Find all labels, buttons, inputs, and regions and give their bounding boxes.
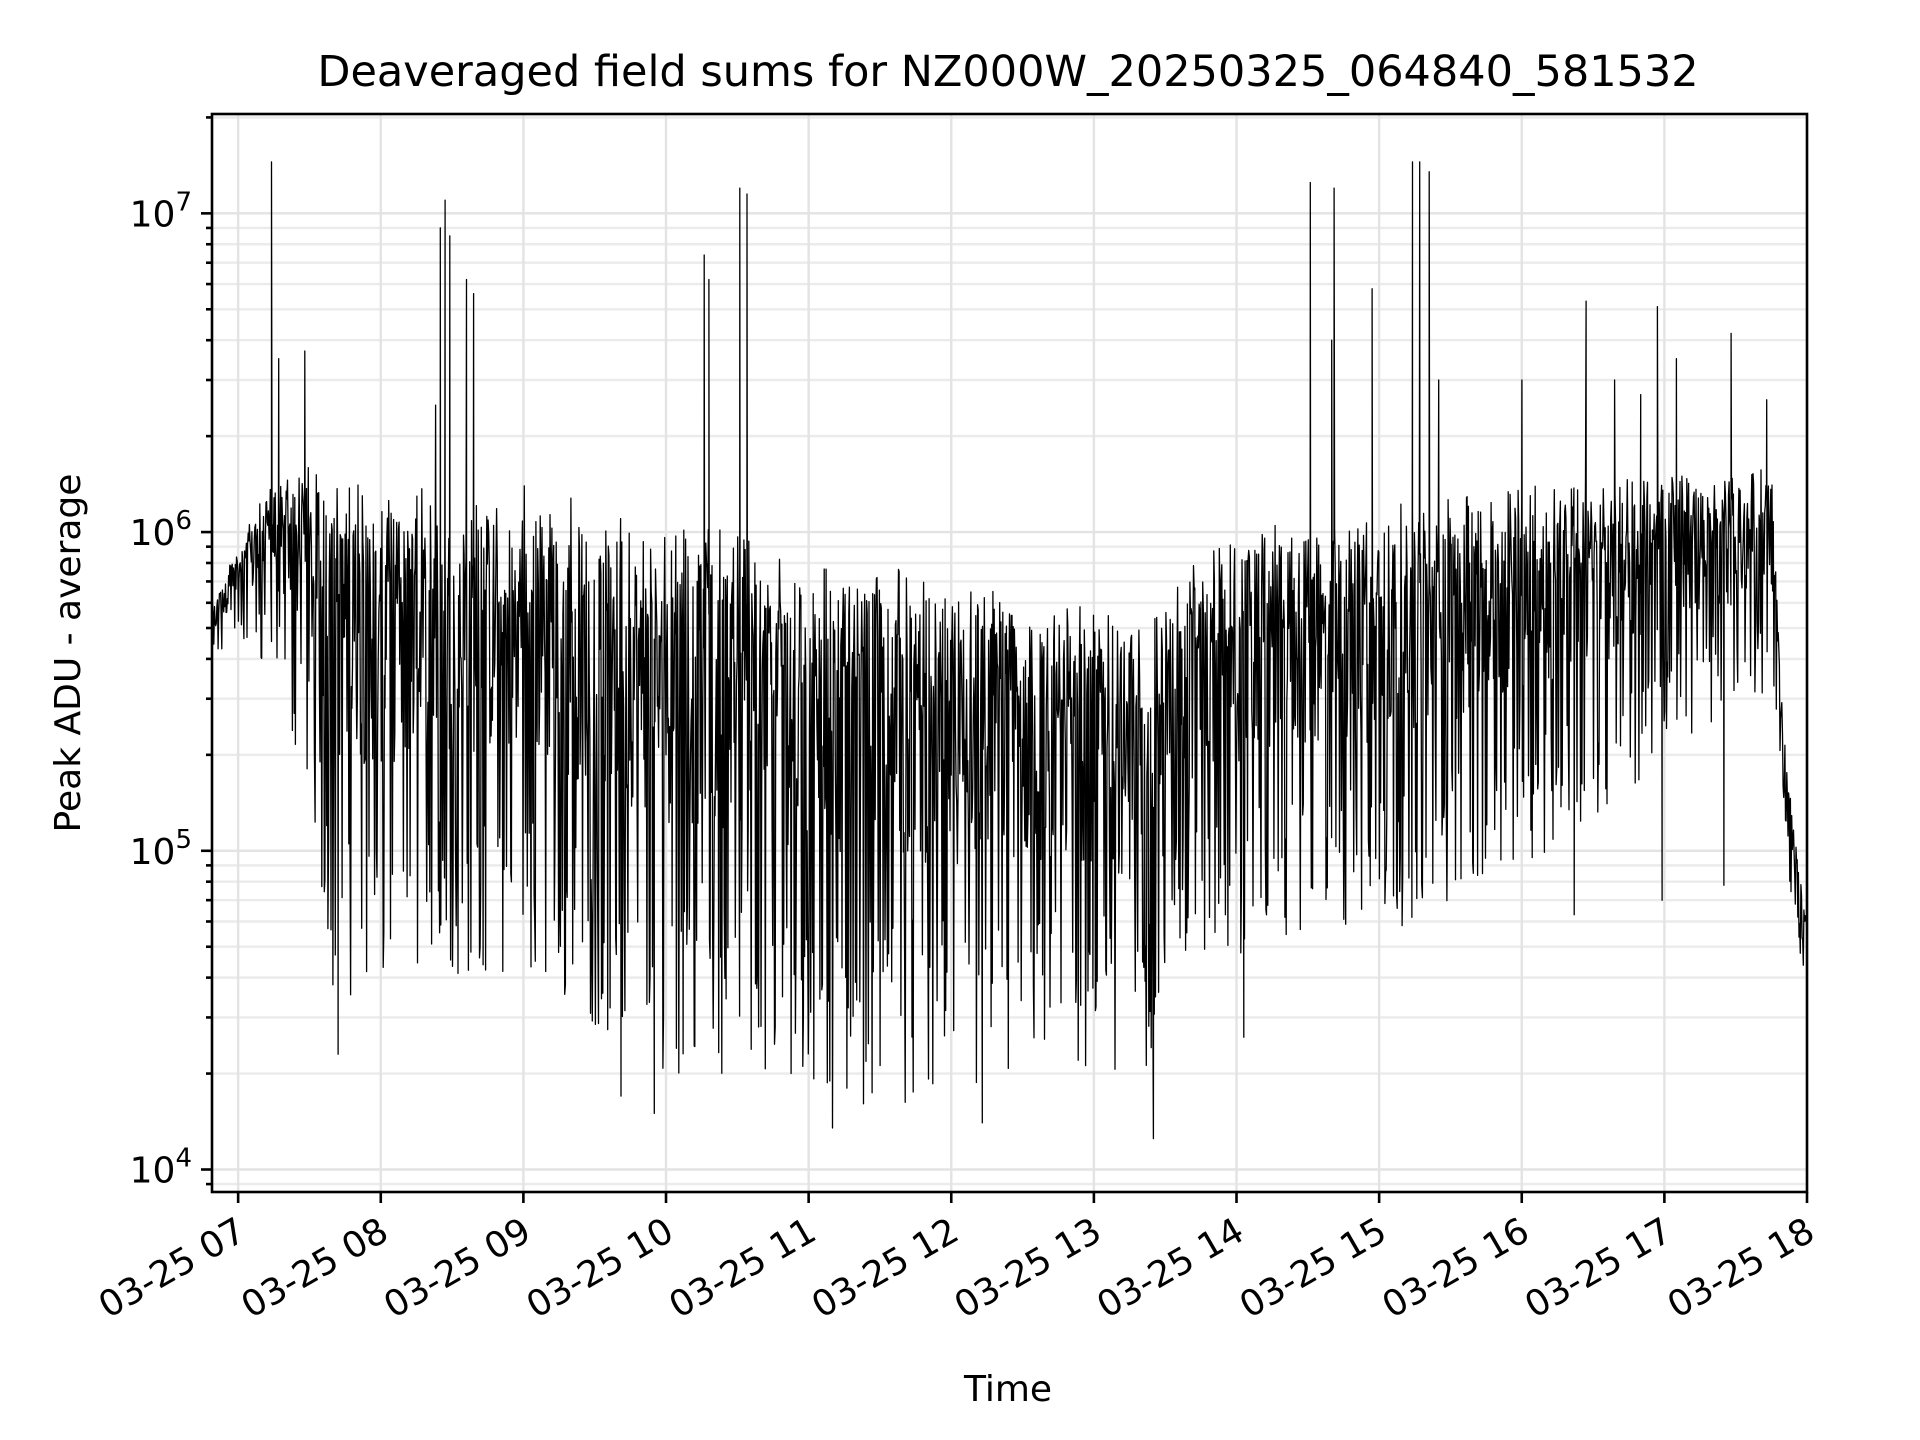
plot-frame	[210, 112, 1809, 1194]
x-tick-label: 03-25 09	[377, 1210, 538, 1326]
x-tick-label: 03-25 16	[1376, 1210, 1537, 1326]
x-tick-label: 03-25 08	[235, 1210, 396, 1326]
x-tick-label: 03-25 13	[948, 1210, 1109, 1326]
x-tick-label: 03-25 18	[1661, 1210, 1822, 1326]
series-line	[211, 161, 1808, 1140]
y-tick-label: 105	[130, 825, 192, 873]
x-tick-label: 03-25 15	[1233, 1210, 1394, 1326]
y-tick-label: 106	[130, 506, 192, 554]
x-tick-label: 03-25 10	[520, 1210, 681, 1326]
x-axis-label: Time	[963, 1369, 1052, 1410]
chart-title: Deaveraged field sums for NZ000W_2025032…	[317, 47, 1698, 97]
x-tick-label: 03-25 14	[1090, 1210, 1251, 1326]
y-tick-label: 104	[130, 1144, 192, 1192]
x-tick-label: 03-25 11	[662, 1210, 823, 1326]
x-tick-label: 03-25 07	[92, 1210, 253, 1326]
y-tick-label: 107	[130, 187, 192, 235]
x-tick-label: 03-25 17	[1518, 1210, 1679, 1326]
y-axis-label: Peak ADU - average	[48, 474, 89, 833]
x-tick-label: 03-25 12	[805, 1210, 966, 1326]
